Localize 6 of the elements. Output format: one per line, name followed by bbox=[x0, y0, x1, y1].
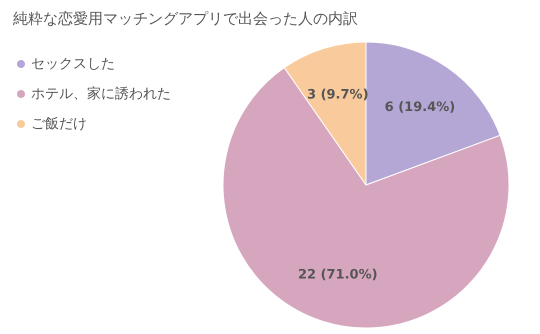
data-label: 6 (19.4%) bbox=[384, 100, 456, 116]
chart-title: 純粋な恋愛用マッチングアプリで出会った人の内訳 bbox=[13, 10, 358, 28]
legend-label: ホテル、家に誘われた bbox=[31, 86, 171, 102]
data-label: 22 (71.0%) bbox=[298, 268, 378, 283]
legend-label: セックスした bbox=[31, 56, 115, 72]
legend-label: ご飯だけ bbox=[31, 116, 87, 132]
